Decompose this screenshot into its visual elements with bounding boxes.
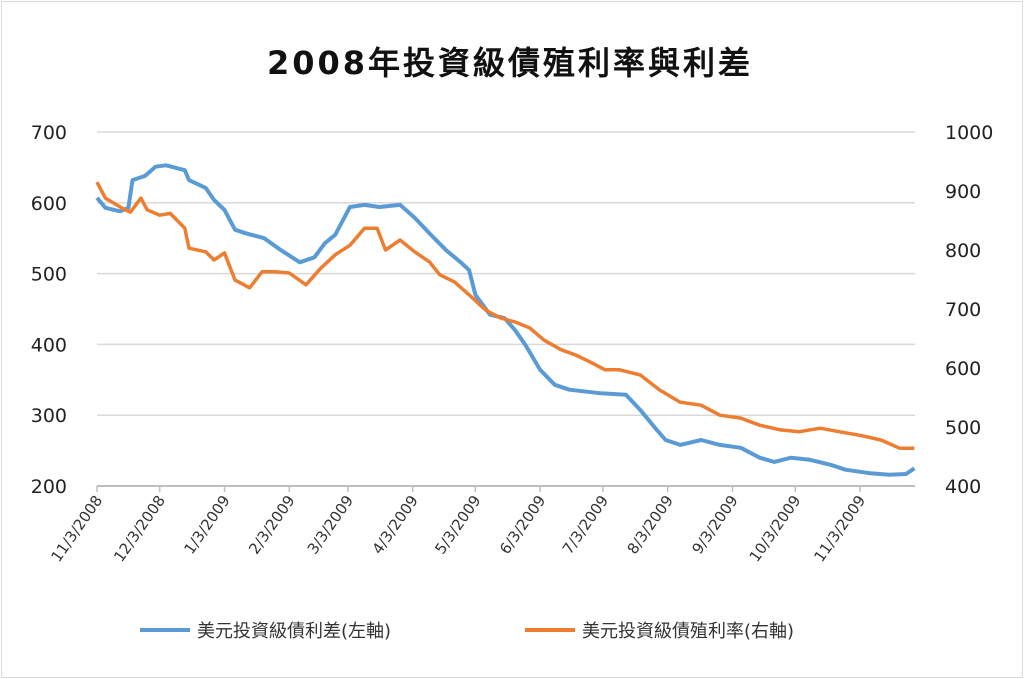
x-tick-label: 12/3/2008 (110, 492, 169, 565)
x-tick-label: 2/3/2009 (245, 492, 298, 558)
right-y-tick-label: 500 (945, 417, 981, 439)
right-y-tick-label: 700 (945, 299, 981, 321)
series-line-yield (95, 181, 915, 450)
series-lines (95, 163, 916, 477)
x-tick-label: 11/3/2009 (810, 492, 869, 565)
left-y-tick-label: 500 (31, 264, 67, 286)
left-y-tick-label: 600 (31, 193, 67, 215)
x-tick-label: 8/3/2009 (624, 492, 677, 558)
left-y-axis: 200 300 400 500 600 700 (31, 122, 67, 498)
x-tick-label: 1/3/2009 (180, 492, 233, 558)
right-y-tick-label: 600 (945, 358, 981, 380)
right-y-tick-label: 400 (945, 476, 981, 498)
x-tick-label: 6/3/2009 (496, 492, 549, 558)
right-y-tick-label: 800 (945, 240, 981, 262)
x-tick-label: 7/3/2009 (559, 492, 612, 558)
legend-label: 美元投資級債殖利率(右軸) (582, 620, 794, 642)
x-tick-label: 10/3/2009 (746, 492, 805, 565)
gridlines (97, 131, 915, 416)
x-tick-label: 3/3/2009 (304, 492, 357, 558)
x-tick-label: 11/3/2008 (47, 492, 106, 565)
left-y-tick-label: 300 (31, 405, 67, 427)
legend: 美元投資級債利差(左軸) 美元投資級債殖利率(右軸) (140, 620, 794, 642)
x-tick-label: 9/3/2009 (688, 492, 741, 558)
left-y-tick-label: 400 (31, 334, 67, 356)
right-y-tick-label: 900 (945, 181, 981, 203)
right-y-axis: 400 500 600 700 800 900 1000 (945, 122, 993, 498)
legend-label: 美元投資級債利差(左軸) (197, 621, 391, 642)
x-axis: 11/3/2008 12/3/2008 1/3/2009 2/3/2009 3/3/20… (47, 485, 915, 565)
chart-title: 2008年投資級債殖利率與利差 (267, 44, 753, 82)
x-tick-label: 5/3/2009 (431, 492, 484, 558)
x-tick-label: 4/3/2009 (369, 492, 422, 558)
left-y-tick-label: 700 (31, 122, 67, 144)
right-y-tick-label: 1000 (945, 122, 993, 144)
left-y-tick-label: 200 (31, 476, 67, 498)
